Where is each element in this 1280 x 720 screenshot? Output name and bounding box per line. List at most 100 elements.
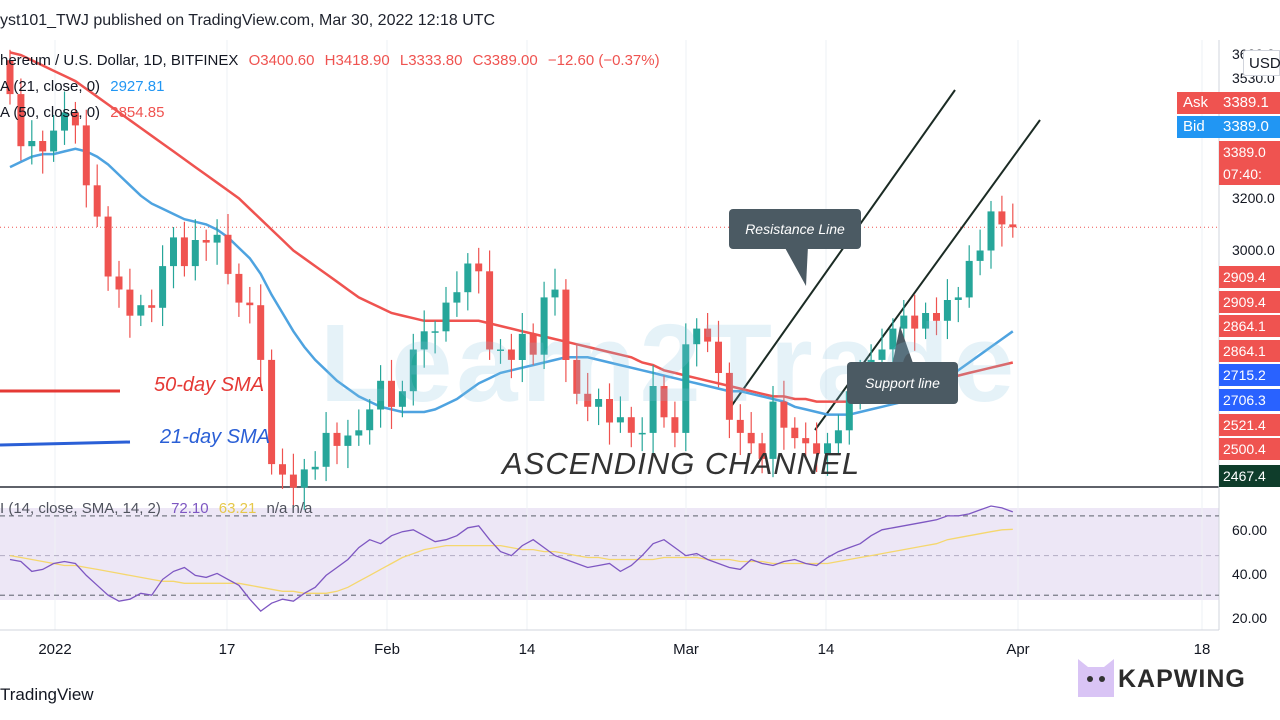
candle-body <box>965 260 973 298</box>
candle-body <box>486 271 494 350</box>
candle-body <box>61 112 68 131</box>
candle-body <box>976 250 984 261</box>
ohlc-low: L3333.80 <box>399 52 463 69</box>
price-tick: 3200.0 <box>1232 190 1275 206</box>
candle-body <box>507 349 515 360</box>
candle-body <box>82 125 90 186</box>
last-price-tag: 3389.0 07:40: <box>1219 141 1280 185</box>
ma21-value: 2927.81 <box>110 78 165 95</box>
ask-tag: Ask 3389.1 <box>1177 92 1280 114</box>
time-tick: Apr <box>1006 641 1030 658</box>
candle-body <box>497 349 504 351</box>
candle-body <box>791 427 799 439</box>
ma21-legend[interactable]: A (21, close, 0) 2927.81 <box>0 78 170 95</box>
candle-body <box>137 305 145 316</box>
candle-body <box>606 399 613 423</box>
rsi-tick: 60.00 <box>1232 522 1268 538</box>
price-tag: 2864.1 <box>1219 340 1280 362</box>
ma50-legend[interactable]: A (50, close, 0) 2854.85 <box>0 104 170 121</box>
rsi-tick: 40.00 <box>1232 566 1268 582</box>
candle-body <box>6 60 14 95</box>
price-tag: 2909.4 <box>1219 266 1280 288</box>
candle-body <box>191 240 199 267</box>
candle-body <box>802 438 810 444</box>
ma21-label: A (21, close, 0) <box>0 78 101 95</box>
candle-body <box>50 130 58 152</box>
ask-value: 3389.1 <box>1223 94 1269 111</box>
candle-body <box>649 386 657 433</box>
candle-body <box>93 185 101 217</box>
candle-body <box>279 464 286 475</box>
sma21-legend-swatch <box>0 440 131 447</box>
candle-body <box>682 344 690 433</box>
candle-body <box>39 141 47 152</box>
sma50-line <box>9 51 1014 403</box>
bid-tag: Bid 3389.0 <box>1177 116 1280 138</box>
candle-body <box>453 292 461 303</box>
candle-body <box>834 430 842 444</box>
time-tick: 2022 <box>38 641 72 658</box>
time-tick: 18 <box>1193 641 1211 658</box>
candle-body <box>933 313 940 321</box>
rsi-extra: n/a n/a <box>266 500 313 517</box>
candle-body <box>584 393 592 407</box>
candle-body <box>148 305 156 308</box>
candle-body <box>998 211 1006 225</box>
candle-body <box>518 333 526 360</box>
candle-body <box>878 349 886 360</box>
candle-body <box>769 401 777 459</box>
ohlc-high: H3418.90 <box>324 52 390 69</box>
price-tick: 3000.0 <box>1232 242 1275 258</box>
price-tag: 2706.3 <box>1219 389 1280 411</box>
rsi-ma-series <box>9 528 1013 594</box>
kapwing-cat-icon <box>1078 659 1114 697</box>
candles[interactable] <box>6 49 1017 510</box>
rsi-tick: 20.00 <box>1232 610 1268 626</box>
candle-body <box>333 432 341 446</box>
price-tag: 2521.4 <box>1219 414 1280 436</box>
header: yst101_TWJ published on TradingView.com,… <box>0 0 1280 40</box>
rsi-pane <box>0 505 1219 612</box>
support-callout: Support line <box>847 362 958 404</box>
kapwing-text: KAPWING <box>1118 665 1246 693</box>
candle-body <box>660 386 668 418</box>
symbol-label: hereum / U.S. Dollar, 1D, BITFINEX <box>0 52 239 69</box>
time-tick: Feb <box>374 641 400 658</box>
tradingview-brand[interactable]: TradingView <box>0 685 94 704</box>
candle-body <box>431 331 439 333</box>
candle-body <box>529 333 537 355</box>
ma50-value: 2854.85 <box>110 104 165 121</box>
candle-body <box>246 302 254 306</box>
candle-body <box>954 297 962 300</box>
rsi-value: 72.10 <box>171 500 209 517</box>
candle-body <box>224 234 232 274</box>
candle-body <box>322 432 330 467</box>
candle-body <box>911 315 919 329</box>
price-tag: 2500.4 <box>1219 438 1280 460</box>
resistance-callout-pointer <box>784 246 808 286</box>
time-tick: 17 <box>218 641 236 658</box>
candle-body <box>388 380 395 407</box>
candle-body <box>268 359 276 465</box>
candle-body <box>235 273 243 303</box>
candle-body <box>845 391 853 431</box>
rsi-label: I (14, close, SMA, 14, 2) <box>0 500 161 517</box>
price-tag: 2909.4 <box>1219 291 1280 313</box>
ohlc-close: C3389.00 <box>472 52 538 69</box>
price-legend[interactable]: hereum / U.S. Dollar, 1D, BITFINEX O3400… <box>0 52 666 69</box>
candle-body <box>17 94 25 147</box>
time-tick: 14 <box>817 641 835 658</box>
resistance-line <box>729 89 956 409</box>
channel-annotation: ASCENDING CHANNEL <box>502 446 861 481</box>
candle-body <box>115 276 123 290</box>
rsi-legend[interactable]: I (14, close, SMA, 14, 2) 72.10 63.21 n/… <box>0 500 318 517</box>
candle-body <box>943 300 951 321</box>
candle-body <box>758 443 766 459</box>
candle-body <box>900 315 908 329</box>
candle-body <box>715 341 722 373</box>
ma50-label: A (50, close, 0) <box>0 104 101 121</box>
currency-button[interactable]: USD <box>1243 50 1280 76</box>
candle-body <box>398 391 406 407</box>
candle-body <box>289 474 297 488</box>
